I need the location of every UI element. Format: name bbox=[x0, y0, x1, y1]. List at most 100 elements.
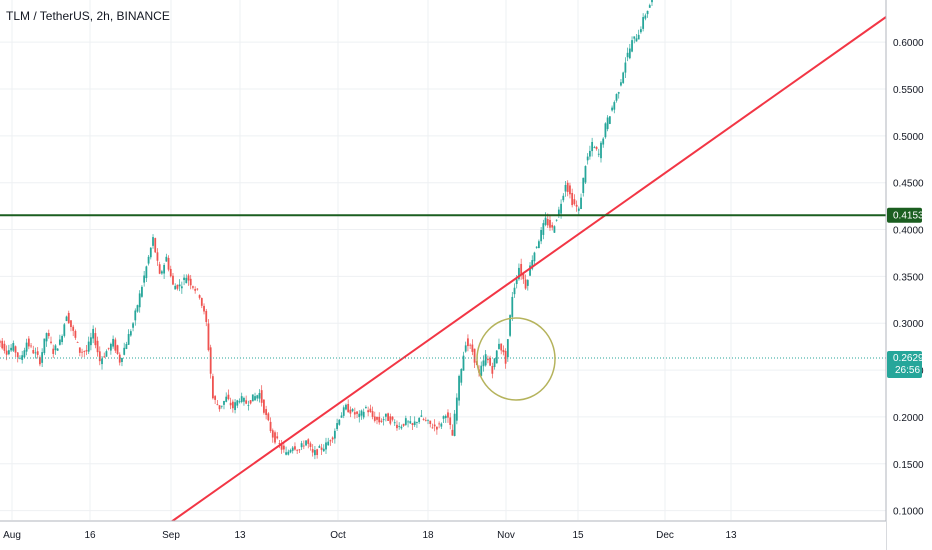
candle-body bbox=[305, 440, 307, 446]
candle-body bbox=[591, 141, 594, 152]
candle-body bbox=[218, 405, 221, 410]
y-tick-label: 0.1000 bbox=[893, 507, 924, 518]
candle-body bbox=[282, 445, 285, 450]
y-tick-label: 0.3500 bbox=[893, 272, 924, 283]
candle-body bbox=[411, 423, 414, 426]
candle-body bbox=[553, 226, 556, 233]
candle-body bbox=[249, 400, 252, 404]
candle-body bbox=[353, 412, 356, 415]
candle-body bbox=[207, 323, 210, 351]
x-tick-label: Sep bbox=[162, 530, 180, 541]
candle-body bbox=[30, 345, 32, 347]
candle-body bbox=[524, 279, 527, 289]
highlight-circle[interactable] bbox=[476, 317, 556, 401]
candle-body bbox=[143, 275, 146, 283]
candle-body bbox=[342, 407, 345, 416]
candle-body bbox=[243, 397, 245, 402]
time-axis-labels: Aug 16 Sep 13 Oct 18 Nov 15 Dec 13 bbox=[3, 530, 737, 541]
candle-body bbox=[74, 330, 77, 338]
candle-body bbox=[127, 334, 130, 345]
candle-body bbox=[597, 153, 600, 155]
candle-body bbox=[624, 62, 627, 73]
candle-body bbox=[311, 449, 314, 453]
candle-body bbox=[413, 421, 416, 425]
candle-body bbox=[43, 338, 46, 354]
candle-body bbox=[473, 348, 476, 363]
candle-body bbox=[247, 404, 250, 406]
chart-title: TLM / TetherUS, 2h, BINANCE bbox=[6, 9, 170, 23]
candle-body bbox=[549, 219, 551, 228]
time-axis-background bbox=[0, 521, 886, 550]
trendline[interactable] bbox=[170, 16, 887, 523]
candle-body bbox=[125, 344, 128, 349]
candle-body bbox=[61, 335, 63, 343]
candle-body bbox=[449, 417, 452, 425]
candle-body bbox=[482, 360, 485, 367]
candle-body bbox=[373, 416, 376, 421]
candle-body bbox=[327, 441, 330, 446]
y-tick-label: 0.6000 bbox=[893, 38, 924, 49]
candle-body bbox=[70, 320, 72, 328]
candle-body bbox=[116, 345, 119, 354]
x-tick-label: Dec bbox=[656, 530, 674, 541]
candle-body bbox=[320, 447, 323, 450]
candle-body bbox=[513, 287, 516, 295]
candle-body bbox=[438, 423, 441, 425]
candle-body bbox=[486, 358, 489, 361]
price-axis-background bbox=[886, 0, 932, 520]
candle-body bbox=[176, 284, 179, 289]
candle-body bbox=[14, 346, 17, 353]
candle-body bbox=[165, 256, 168, 262]
candle-body bbox=[604, 123, 607, 138]
candle-body bbox=[87, 341, 90, 352]
candle-body bbox=[178, 284, 181, 287]
candle-body bbox=[615, 94, 618, 101]
candle-body bbox=[606, 117, 609, 130]
candle-body bbox=[145, 266, 148, 279]
candle-body bbox=[12, 343, 15, 351]
candle-body bbox=[504, 351, 507, 364]
candle-body bbox=[107, 347, 110, 349]
candle-body bbox=[45, 333, 48, 342]
candle-body bbox=[480, 365, 483, 376]
candle-body bbox=[617, 92, 620, 94]
candle-body bbox=[440, 423, 443, 427]
candle-body bbox=[25, 342, 28, 352]
candle-body bbox=[442, 416, 445, 419]
candle-body bbox=[138, 293, 141, 308]
candle-body bbox=[648, 5, 651, 8]
candle-body bbox=[183, 277, 185, 281]
candle-body bbox=[384, 413, 387, 417]
candle-body bbox=[3, 343, 6, 351]
candle-body bbox=[329, 440, 332, 442]
x-tick-label: 18 bbox=[422, 530, 434, 541]
candle-body bbox=[21, 355, 24, 360]
candle-body bbox=[345, 404, 347, 410]
candle-body bbox=[518, 267, 520, 280]
candle-body bbox=[455, 397, 458, 421]
candle-body bbox=[85, 350, 88, 352]
candle-body bbox=[371, 411, 374, 417]
candle-body bbox=[580, 197, 582, 209]
candle-body bbox=[322, 448, 325, 452]
candle-body bbox=[156, 252, 159, 261]
candle-body bbox=[356, 411, 358, 414]
candle-body bbox=[114, 339, 117, 351]
current-price-badge: 0.2629 26:56 bbox=[887, 351, 924, 379]
candle-body bbox=[593, 147, 596, 149]
candle-body bbox=[429, 420, 432, 424]
y-tick-label: 0.5500 bbox=[893, 85, 924, 96]
candle-body bbox=[141, 286, 143, 297]
candle-body bbox=[387, 413, 389, 421]
candle-body bbox=[267, 413, 270, 421]
candle-body bbox=[498, 343, 500, 349]
candle-body bbox=[260, 390, 263, 403]
candle-body bbox=[535, 246, 538, 248]
current-price-label: 0.2629 bbox=[893, 353, 924, 364]
grid-lines bbox=[0, 0, 886, 520]
candle-body bbox=[269, 421, 272, 431]
candle-body bbox=[393, 422, 396, 424]
x-tick-label: Aug bbox=[3, 530, 21, 541]
candle-body bbox=[185, 277, 188, 284]
